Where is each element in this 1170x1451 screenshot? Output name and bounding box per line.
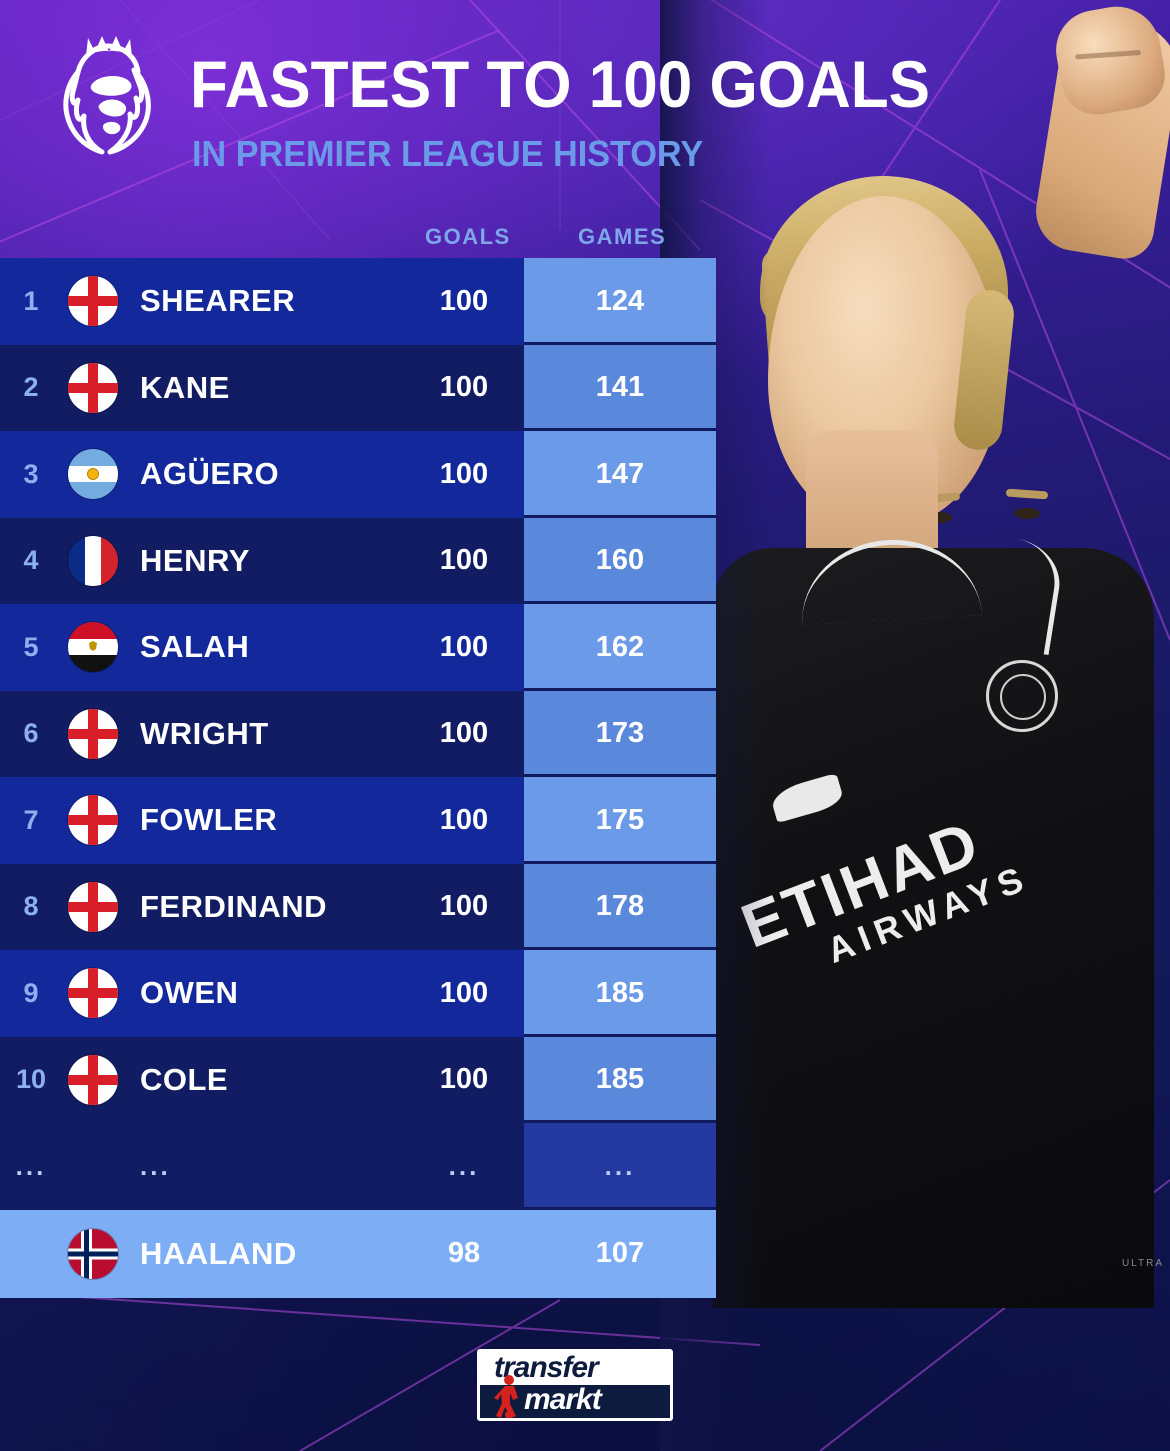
row-games-value: 107: [595, 1237, 645, 1269]
page-title: FASTEST TO 100 GOALS: [190, 47, 931, 121]
premier-league-lion-icon: [48, 34, 166, 160]
row-games-value: 162: [595, 630, 645, 663]
row-goals-value: 100: [439, 284, 489, 317]
row-player-name: HAALAND: [140, 1235, 297, 1271]
row-rank: 1: [23, 285, 39, 316]
row-band-games: [524, 258, 716, 345]
row-games-value: 178: [595, 890, 645, 923]
row-games-value: 175: [595, 803, 645, 836]
row-rank: 9: [23, 977, 39, 1008]
flag-england-icon: [68, 881, 118, 932]
column-header-goals: GOALS: [425, 224, 511, 249]
row-goals-value: 100: [439, 1063, 489, 1096]
table-row[interactable]: 9 OWEN 100 185: [0, 950, 716, 1037]
row-rank: 8: [23, 891, 39, 922]
photo-edge-fade: [660, 0, 1170, 1451]
row-band-games: [524, 690, 716, 777]
table-row[interactable]: 8 FERDINAND 100 178: [0, 863, 716, 950]
ranking-table: 1 SHEARER 100 124 2 KANE 100 141 3 AGÜERO 100 147 4 H…: [0, 258, 716, 1298]
table-row[interactable]: 2 KANE 100 141: [0, 344, 716, 431]
row-player-name: COLE: [140, 1061, 229, 1097]
flag-england-icon: [68, 708, 118, 759]
flag-argentina-icon: [68, 449, 118, 500]
row-band-left: [0, 1209, 716, 1298]
table-row-ellipsis: ............: [0, 1123, 716, 1210]
table-row[interactable]: 1 SHEARER 100 124: [0, 258, 716, 345]
row-rank: ...: [15, 1150, 47, 1181]
row-band-games: [524, 1123, 716, 1210]
transfermarkt-player-icon: [492, 1374, 526, 1418]
row-band-games: [524, 863, 716, 950]
flag-norway-icon: [68, 1228, 118, 1279]
row-player-name: OWEN: [140, 975, 239, 1011]
row-goals-value: 100: [439, 371, 489, 404]
column-headers: GOALS GAMES: [0, 224, 720, 258]
row-band-games: [524, 950, 716, 1037]
row-rank: 10: [15, 1064, 47, 1095]
header: FASTEST TO 100 GOALS IN PREMIER LEAGUE H…: [0, 0, 930, 215]
row-player-name: WRIGHT: [140, 715, 269, 751]
row-player-name: AGÜERO: [140, 456, 280, 492]
row-player-name: FERDINAND: [140, 888, 328, 924]
row-player-name: SALAH: [140, 629, 250, 665]
row-player-name: ...: [140, 1150, 171, 1181]
row-band-games: [524, 777, 716, 864]
flag-england-icon: [68, 968, 118, 1019]
row-games-value: 160: [595, 544, 645, 577]
row-goals-value: 100: [439, 890, 489, 923]
flag-england-icon: [68, 362, 118, 413]
table-row[interactable]: 7 FOWLER 100 175: [0, 777, 716, 864]
erling-haaland-photo: ETIHAD AIRWAYS ULTRA: [660, 0, 1170, 1451]
brand-line2: markt: [524, 1383, 602, 1416]
flag-england-icon: [68, 1054, 118, 1105]
transfermarkt-logo[interactable]: transfer markt: [477, 1349, 673, 1421]
flag-england-icon: [68, 795, 118, 846]
table-row-highlighted[interactable]: HAALAND 98 107: [0, 1209, 716, 1298]
flag-egypt-icon: [68, 622, 118, 673]
row-player-name: SHEARER: [140, 283, 296, 319]
row-band-games: [524, 431, 716, 518]
row-games-value: 124: [595, 284, 645, 317]
table-row[interactable]: 4 HENRY 100 160: [0, 517, 716, 604]
row-player-name: KANE: [140, 369, 230, 405]
table-row[interactable]: 3 AGÜERO 100 147: [0, 431, 716, 518]
row-goals-value: 100: [439, 630, 489, 663]
row-goals-value: 100: [439, 976, 489, 1009]
row-rank: 2: [23, 372, 39, 403]
row-games-value: 185: [595, 976, 645, 1009]
row-games-value: 141: [595, 371, 645, 404]
row-rank: 6: [23, 718, 39, 749]
row-rank: 3: [23, 458, 39, 489]
flag-france-icon: [68, 535, 118, 586]
row-games-value: 173: [595, 717, 645, 750]
row-band-games: [524, 1036, 716, 1123]
row-goals-value: 100: [439, 717, 489, 750]
table-row[interactable]: 6 WRIGHT 100 173: [0, 690, 716, 777]
row-games-value: ...: [604, 1150, 636, 1181]
row-rank: [0, 1210, 62, 1298]
row-goals-value: 98: [447, 1237, 481, 1269]
row-band-left: [0, 1123, 524, 1210]
row-goals-value: 100: [439, 457, 489, 490]
row-band-games: [524, 517, 716, 604]
row-games-value: 147: [595, 457, 645, 490]
column-header-games: GAMES: [578, 224, 667, 249]
row-band-games: [524, 604, 716, 691]
row-goals-value: ...: [448, 1150, 480, 1181]
row-band-games: [524, 344, 716, 431]
row-player-name: FOWLER: [140, 802, 278, 838]
row-player-name: HENRY: [140, 542, 250, 578]
table-row[interactable]: 10 COLE 100 185: [0, 1036, 716, 1123]
table-row[interactable]: 5 SALAH 100 162: [0, 604, 716, 691]
page-subtitle: IN PREMIER LEAGUE HISTORY: [192, 133, 704, 174]
row-games-value: 185: [595, 1063, 645, 1096]
row-rank: 5: [23, 631, 39, 662]
row-rank: 4: [23, 545, 39, 576]
row-rank: 7: [23, 804, 39, 835]
flag-england-icon: [68, 276, 118, 327]
row-goals-value: 100: [439, 803, 489, 836]
row-goals-value: 100: [439, 544, 489, 577]
